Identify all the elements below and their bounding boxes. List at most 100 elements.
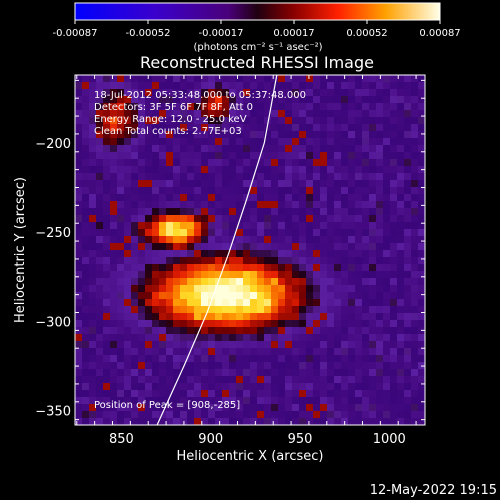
colorbar-tick-label: -0.00087 xyxy=(53,28,98,39)
heatmap-cell xyxy=(306,194,314,202)
heatmap-cell xyxy=(397,278,405,286)
heatmap-cell xyxy=(187,418,195,425)
heatmap-cell xyxy=(117,180,125,188)
heatmap-cell xyxy=(278,173,286,181)
heatmap-cell xyxy=(166,418,174,425)
heatmap-cell xyxy=(96,96,104,104)
heatmap-cell xyxy=(404,159,412,167)
heatmap-cell xyxy=(390,404,398,412)
heatmap-cell xyxy=(292,180,300,188)
heatmap-cell xyxy=(250,117,258,125)
heatmap-cell xyxy=(397,313,405,321)
heatmap-cell xyxy=(299,299,307,307)
heatmap-cell xyxy=(243,96,251,104)
heatmap-cell xyxy=(250,397,258,405)
heatmap-cell xyxy=(292,124,300,132)
heatmap-cell xyxy=(152,215,160,223)
heatmap-cell xyxy=(208,355,216,363)
heatmap-cell xyxy=(89,180,97,188)
heatmap-cell xyxy=(390,194,398,202)
heatmap-cell xyxy=(152,229,160,237)
heatmap-cell xyxy=(369,418,377,425)
heatmap-cell xyxy=(397,173,405,181)
heatmap-cell xyxy=(96,138,104,146)
heatmap-cell xyxy=(348,159,356,167)
heatmap-cell xyxy=(131,159,139,167)
heatmap-cell xyxy=(355,285,363,293)
heatmap-cell xyxy=(138,257,146,265)
heatmap-cell xyxy=(82,236,90,244)
heatmap-cell xyxy=(376,215,384,223)
heatmap-cell xyxy=(418,96,425,104)
heatmap-cell xyxy=(96,362,104,370)
heatmap-cell xyxy=(131,208,139,216)
heatmap-cell xyxy=(173,397,181,405)
heatmap-cell xyxy=(390,299,398,307)
heatmap-cell xyxy=(341,390,349,398)
heatmap-cell xyxy=(194,285,202,293)
heatmap-cell xyxy=(124,180,132,188)
heatmap-cell xyxy=(362,229,370,237)
heatmap-cell xyxy=(411,362,419,370)
heatmap-cell xyxy=(313,285,321,293)
heatmap-cell xyxy=(355,215,363,223)
heatmap-cell xyxy=(362,285,370,293)
heatmap-cell xyxy=(166,173,174,181)
heatmap-cell xyxy=(229,299,237,307)
heatmap-cell xyxy=(159,110,167,118)
heatmap-cell xyxy=(201,159,209,167)
heatmap-cell xyxy=(117,201,125,209)
heatmap-cell xyxy=(320,152,328,160)
heatmap-cell xyxy=(236,159,244,167)
heatmap-cell xyxy=(313,418,321,425)
heatmap-cell xyxy=(75,145,83,153)
heatmap-cell xyxy=(264,404,272,412)
heatmap-cell xyxy=(369,264,377,272)
heatmap-cell xyxy=(187,306,195,314)
heatmap-cell xyxy=(222,138,230,146)
heatmap-cell xyxy=(201,201,209,209)
heatmap-cell xyxy=(124,278,132,286)
heatmap-cell xyxy=(250,243,258,251)
heatmap-cell xyxy=(208,306,216,314)
heatmap-cell xyxy=(348,215,356,223)
heatmap-cell xyxy=(418,369,425,377)
heatmap-cell xyxy=(194,327,202,335)
heatmap-cell xyxy=(124,411,132,419)
heatmap-cell xyxy=(110,341,118,349)
heatmap-cell xyxy=(320,292,328,300)
heatmap-cell xyxy=(194,264,202,272)
heatmap-cell xyxy=(173,390,181,398)
heatmap-cell xyxy=(152,117,160,125)
heatmap-cell xyxy=(222,404,230,412)
heatmap-cell xyxy=(376,320,384,328)
heatmap-cell xyxy=(411,180,419,188)
heatmap-cell xyxy=(159,201,167,209)
heatmap-cell xyxy=(75,222,83,230)
heatmap-cell xyxy=(271,131,279,139)
heatmap-cell xyxy=(215,348,223,356)
heatmap-cell xyxy=(292,82,300,90)
heatmap-cell xyxy=(390,124,398,132)
heatmap-cell xyxy=(159,215,167,223)
heatmap-cell xyxy=(180,341,188,349)
heatmap-cell xyxy=(173,292,181,300)
heatmap-cell xyxy=(229,411,237,419)
heatmap-cell xyxy=(222,75,230,83)
heatmap-cell xyxy=(208,117,216,125)
heatmap-cell xyxy=(222,320,230,328)
heatmap-cell xyxy=(138,292,146,300)
heatmap-cell xyxy=(411,96,419,104)
heatmap-cell xyxy=(110,264,118,272)
heatmap-cell xyxy=(285,411,293,419)
heatmap-cell xyxy=(152,89,160,97)
heatmap-cell xyxy=(362,82,370,90)
heatmap-cell xyxy=(82,229,90,237)
heatmap-cell xyxy=(194,117,202,125)
heatmap-cell xyxy=(313,376,321,384)
heatmap-cell xyxy=(236,110,244,118)
heatmap-cell xyxy=(313,306,321,314)
heatmap-cell xyxy=(215,299,223,307)
heatmap-cell xyxy=(285,215,293,223)
heatmap-cell xyxy=(411,89,419,97)
